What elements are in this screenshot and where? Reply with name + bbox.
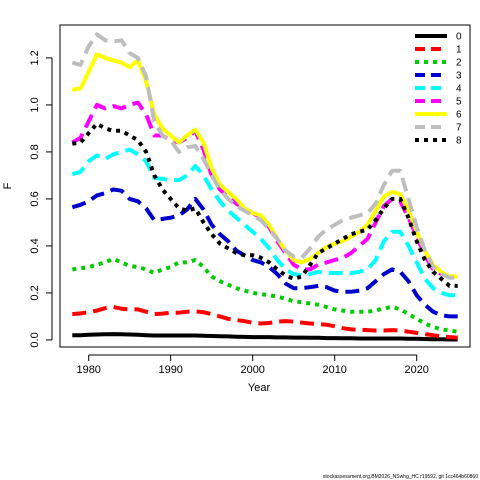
- y-tick-label: 0.2: [29, 285, 41, 300]
- series-line-0: [72, 332, 458, 342]
- series-line-6: [72, 52, 458, 279]
- y-tick-label: 0.6: [29, 191, 41, 206]
- x-tick-label: 1980: [76, 364, 100, 376]
- y-tick-label: 0.8: [29, 144, 41, 159]
- x-tick-label: 2020: [404, 364, 428, 376]
- y-tick-label: 0.0: [29, 332, 41, 347]
- y-tick-label: 1.0: [29, 97, 41, 112]
- legend-label-1: 1: [456, 45, 462, 56]
- y-tick-label: 0.4: [29, 238, 41, 253]
- x-tick-label: 1990: [158, 364, 182, 376]
- series-line-8: [72, 121, 458, 288]
- x-axis-label: Year: [248, 382, 271, 394]
- series-line-1: [72, 305, 458, 340]
- series-line-2: [72, 256, 458, 334]
- footer-credit: stockassessment.org,BM2026_NSwhg_HC r195…: [323, 474, 478, 480]
- legend-label-8: 8: [456, 136, 462, 147]
- legend-label-7: 7: [456, 123, 462, 134]
- legend-label-6: 6: [456, 110, 462, 121]
- y-axis-label: F: [2, 182, 14, 189]
- legend-label-5: 5: [456, 97, 462, 108]
- series-line-5: [71, 100, 458, 279]
- x-tick-label: 2000: [240, 364, 264, 376]
- legend-label-4: 4: [456, 84, 462, 95]
- series-line-4: [71, 147, 458, 298]
- series-lines: [71, 32, 458, 342]
- legend-label-3: 3: [456, 71, 462, 82]
- legend-label-0: 0: [456, 32, 462, 43]
- x-axis: 1980 1990 2000 2010 2020: [76, 354, 429, 376]
- y-axis: 0.0 0.2 0.4 0.6 0.8 1.0 1.2: [29, 50, 53, 348]
- x-tick-label: 2010: [322, 364, 346, 376]
- series-line-7: [71, 32, 458, 280]
- legend: 0 1 2 3 4 5 6 7 8: [415, 32, 462, 147]
- plot-border: [59, 24, 471, 348]
- series-line-3: [71, 187, 458, 319]
- plot-frame: [59, 24, 471, 348]
- legend-label-2: 2: [456, 58, 462, 69]
- y-tick-label: 1.2: [29, 50, 41, 65]
